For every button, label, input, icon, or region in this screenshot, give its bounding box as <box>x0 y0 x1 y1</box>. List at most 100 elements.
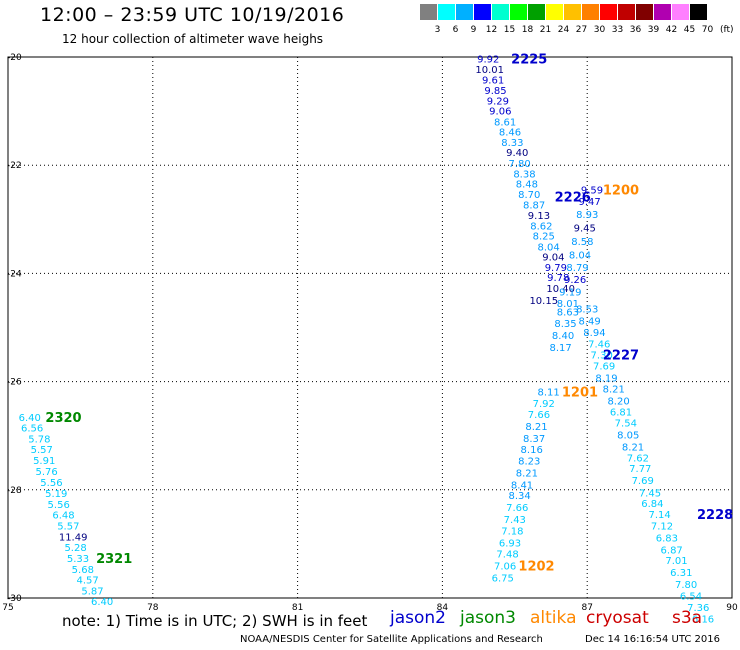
wave-height-point: 6.48 <box>52 511 74 522</box>
wave-height-point: 8.21 <box>516 468 538 479</box>
scale-unit: (ft) <box>720 25 734 35</box>
wave-height-point: 6.40 <box>19 413 41 424</box>
wave-height-point: 7.80 <box>508 159 530 170</box>
legend-jason2: jason2 <box>390 608 446 628</box>
wave-height-point: 7.30 <box>591 351 613 362</box>
x-tick-label: 87 <box>581 603 592 613</box>
wave-height-point: 8.16 <box>521 445 543 456</box>
wave-height-point: 7.66 <box>528 410 550 421</box>
scale-swatch <box>636 4 653 20</box>
scale-swatch <box>528 4 545 20</box>
wave-height-point: 7.43 <box>504 515 526 526</box>
wave-height-point: 8.41 <box>511 480 533 491</box>
wave-height-point: 7.14 <box>648 510 670 521</box>
wave-height-point: 8.21 <box>603 385 625 396</box>
wave-height-point: 8.23 <box>518 457 540 468</box>
wave-height-point: 6.83 <box>656 533 678 544</box>
scale-label: 70 <box>701 25 714 35</box>
scale-swatch <box>654 4 671 20</box>
wave-height-point: 6.31 <box>670 568 692 579</box>
wave-height-point: 8.46 <box>499 128 521 139</box>
scale-label: 12 <box>485 25 498 35</box>
wave-height-point: 6.81 <box>610 407 632 418</box>
wave-height-point: 8.04 <box>569 250 591 261</box>
y-tick-label: -24 <box>7 269 22 279</box>
scale-swatch <box>510 4 527 20</box>
wave-height-point: 7.46 <box>588 340 610 351</box>
scale-label: 36 <box>629 25 642 35</box>
wave-height-point: 8.33 <box>501 138 523 149</box>
wave-height-point: 8.20 <box>607 397 629 408</box>
wave-height-point: 6.87 <box>661 545 683 556</box>
wave-height-point: 7.18 <box>501 526 523 537</box>
y-tick-label: -26 <box>7 378 22 388</box>
wave-height-point: 9.92 <box>477 55 499 66</box>
scale-swatch <box>618 4 635 20</box>
scale-swatch <box>456 4 473 20</box>
scale-label: 42 <box>665 25 678 35</box>
wave-height-point: 9.59 <box>581 186 603 197</box>
scale-label: 21 <box>539 25 552 35</box>
wave-height-point: 8.63 <box>557 307 579 318</box>
wave-height-point: 5.87 <box>81 586 103 597</box>
wave-height-point: 7.69 <box>593 361 615 372</box>
wave-height-point: 8.62 <box>530 221 552 232</box>
wave-height-point: 4.57 <box>77 576 99 587</box>
wave-height-point: 5.19 <box>45 489 67 500</box>
wave-height-point: 7.54 <box>615 419 637 430</box>
wave-height-point: 8.61 <box>494 117 516 128</box>
wave-height-point: 8.34 <box>508 491 530 502</box>
wave-height-point: 9.78 <box>547 273 569 284</box>
wave-height-point: 7.62 <box>627 453 649 464</box>
wave-height-point: 8.04 <box>537 242 559 253</box>
track-label: 2226 <box>555 191 591 206</box>
wave-height-point: 5.33 <box>67 554 89 565</box>
scale-swatch <box>582 4 599 20</box>
wave-height-point: 8.35 <box>554 319 576 330</box>
legend-altika: altika <box>530 608 577 628</box>
wave-height-point: 8.05 <box>617 431 639 442</box>
wave-height-point: 9.61 <box>482 76 504 87</box>
wave-height-point: 8.93 <box>576 210 598 221</box>
wave-height-point: 8.79 <box>566 263 588 274</box>
scale-label: 6 <box>452 25 459 35</box>
scale-label: 33 <box>611 25 624 35</box>
x-tick-label: 84 <box>437 603 449 613</box>
wave-height-point: 5.78 <box>28 434 50 445</box>
wave-height-point: 8.25 <box>533 232 555 243</box>
wave-height-point: 9.06 <box>489 107 511 118</box>
wave-height-point: 5.57 <box>57 522 79 533</box>
scale-label: 9 <box>470 25 477 35</box>
wave-height-point: 10.40 <box>546 284 575 295</box>
y-tick-label: -28 <box>7 486 22 496</box>
scale-swatch <box>474 4 491 20</box>
wave-height-point: 7.80 <box>675 580 697 591</box>
wave-height-point: 11.49 <box>59 532 88 543</box>
wave-height-point: 9.13 <box>528 211 550 222</box>
wave-height-point: 8.48 <box>516 180 538 191</box>
scale-swatch <box>564 4 581 20</box>
track-label: 1202 <box>518 560 554 575</box>
wave-height-point: 5.57 <box>31 445 53 456</box>
wave-height-point: 7.36 <box>687 603 709 614</box>
track-label: 2225 <box>511 53 547 68</box>
wave-height-point: 7.77 <box>629 464 651 475</box>
wave-height-point: 9.40 <box>506 148 528 159</box>
wave-height-point: 8.21 <box>622 443 644 454</box>
wave-height-point: 7.69 <box>632 476 654 487</box>
x-tick-label: 90 <box>726 603 738 613</box>
wave-height-point: 9.04 <box>542 253 564 264</box>
wave-height-point: 8.19 <box>595 373 617 384</box>
wave-height-point: 8.11 <box>537 387 559 398</box>
wave-height-point: 9.19 <box>559 287 581 298</box>
chart-title: 12:00 – 23:59 UTC 10/19/2016 <box>40 4 345 26</box>
wave-height-point: 8.17 <box>550 343 572 354</box>
y-tick-label: -20 <box>7 53 22 63</box>
wave-height-point: 8.49 <box>578 316 600 327</box>
scale-label: 45 <box>683 25 696 35</box>
wave-height-point: 5.56 <box>40 478 62 489</box>
wave-height-point: 6.75 <box>492 573 514 584</box>
wave-height-point: 7.45 <box>639 489 661 500</box>
wave-height-point: 8.38 <box>513 169 535 180</box>
